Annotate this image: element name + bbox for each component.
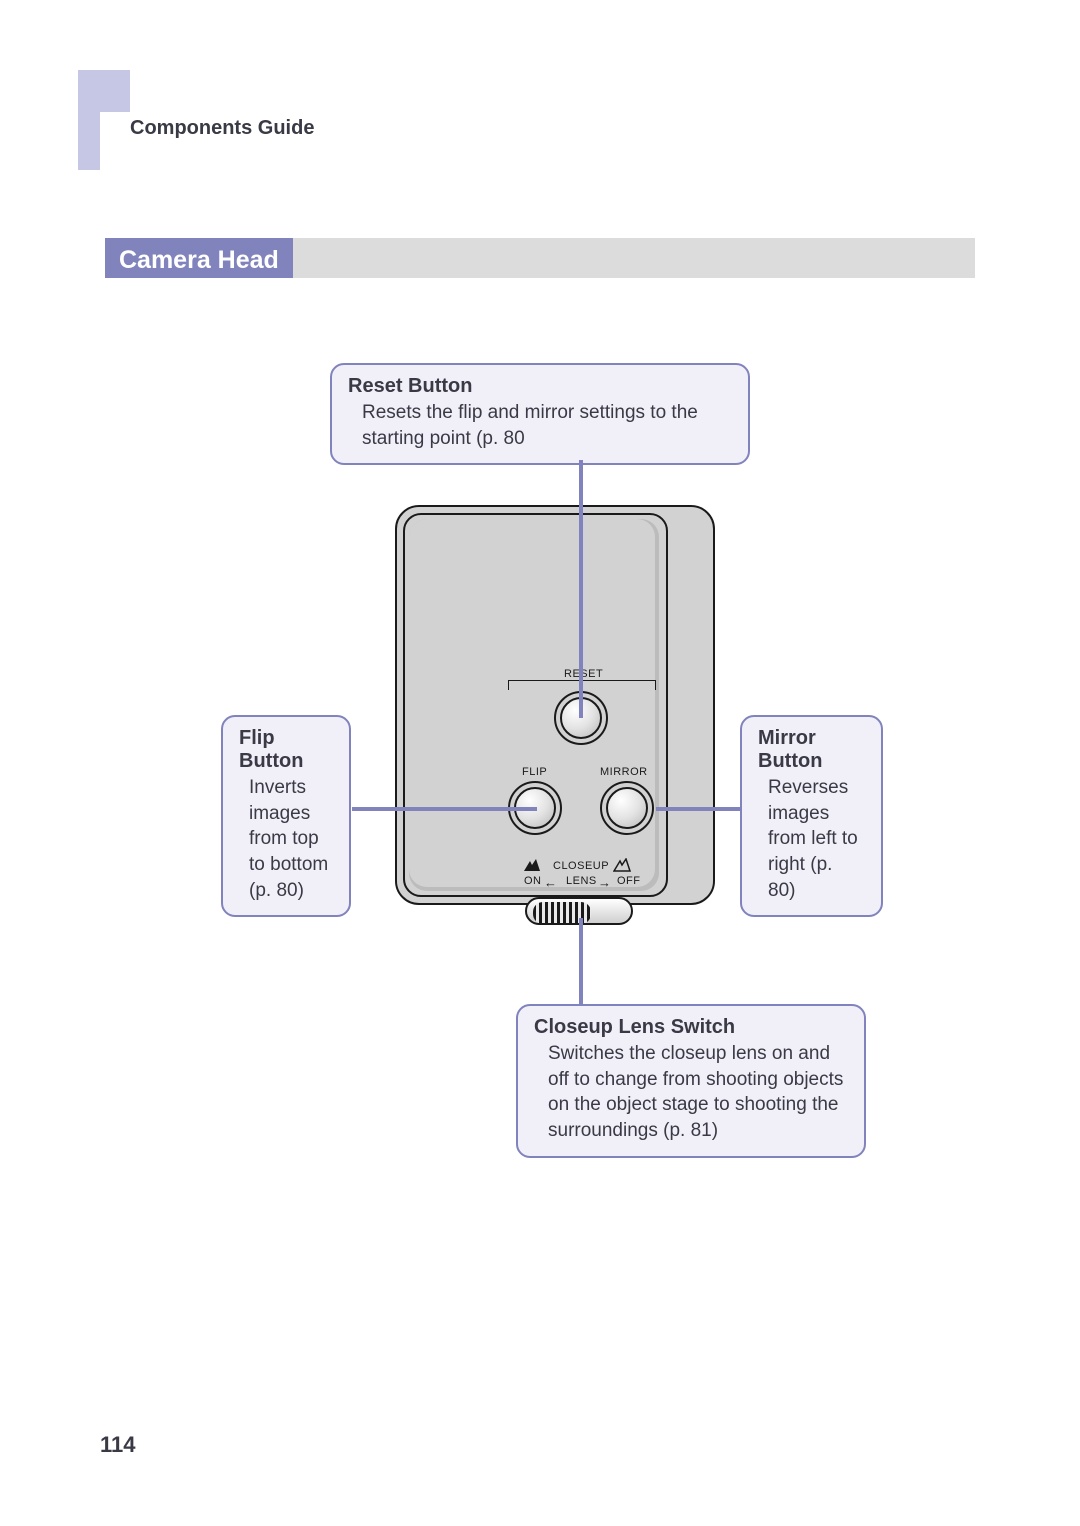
callout-flip: Flip Button Inverts images from top to b… [221, 715, 351, 917]
callout-closeup: Closeup Lens Switch Switches the closeup… [516, 1004, 866, 1158]
section-title: Camera Head [105, 238, 293, 278]
callout-mirror-title: Mirror Button [758, 727, 865, 773]
leader-flip [352, 807, 537, 811]
leader-mirror [656, 807, 740, 811]
device-mirror-button-icon [600, 781, 654, 835]
device-label-mirror: MIRROR [600, 766, 648, 778]
callout-mirror: Mirror Button Reverses images from left … [740, 715, 883, 917]
callout-flip-title: Flip Button [239, 727, 333, 773]
closeup-on-icon [523, 858, 541, 872]
corner-ornament-notch [100, 112, 130, 138]
device-label-on: ON [524, 875, 542, 887]
callout-flip-body: Inverts images from top to bottom (p. 80… [239, 775, 333, 903]
leader-reset [579, 460, 583, 718]
callout-mirror-body: Reverses images from left to right (p. 8… [758, 775, 865, 903]
device-label-flip: FLIP [522, 766, 547, 778]
closeup-off-icon [613, 858, 631, 872]
callout-reset: Reset Button Resets the flip and mirror … [330, 363, 750, 465]
device-label-closeup: CLOSEUP [553, 860, 609, 872]
callout-reset-body: Resets the flip and mirror settings to t… [348, 400, 732, 451]
leader-closeup [579, 918, 583, 1004]
page-header: Components Guide [130, 117, 314, 140]
callout-reset-title: Reset Button [348, 375, 732, 398]
page-number: 114 [100, 1432, 136, 1458]
callout-closeup-title: Closeup Lens Switch [534, 1016, 848, 1039]
device-illustration: RESET FLIP MIRROR CLOSEUP LENS ON OFF ← … [395, 505, 715, 905]
device-label-reset: RESET [564, 668, 603, 680]
device-label-off: OFF [617, 875, 641, 887]
corner-ornament-tail [78, 112, 100, 170]
device-label-lens: LENS [566, 875, 597, 887]
callout-closeup-body: Switches the closeup lens on and off to … [534, 1041, 848, 1144]
